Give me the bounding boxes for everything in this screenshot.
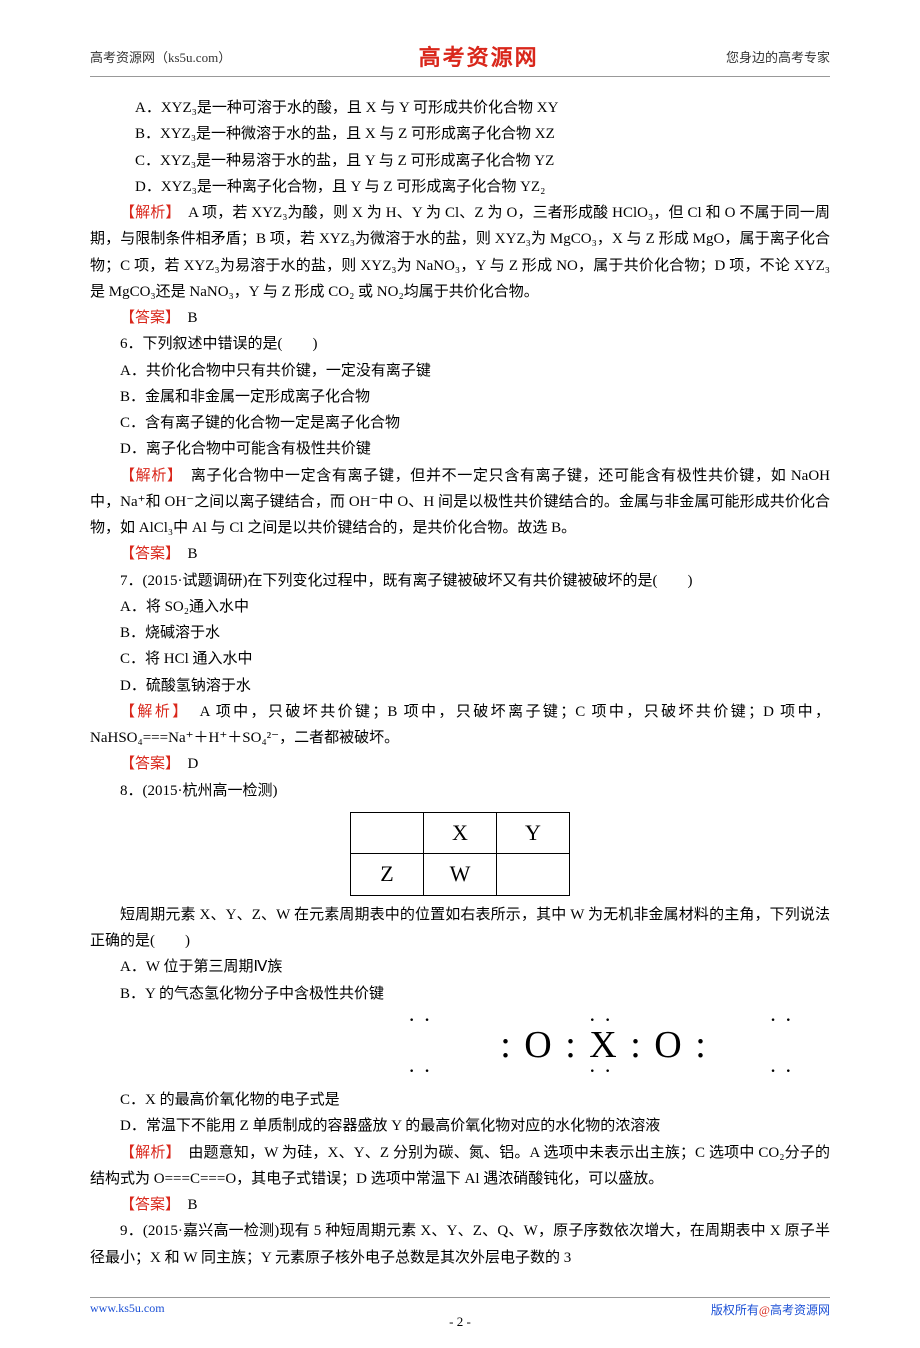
- header-right: 您身边的高考专家: [726, 47, 830, 66]
- q7-analysis: 【解析】 A 项中，只破坏共价键；B 项中，只破坏离子键；C 项中，只破坏共价键…: [90, 699, 830, 752]
- page-header: 高考资源网（ks5u.com） 高考资源网 您身边的高考专家: [90, 40, 830, 77]
- answer-label: 【答案】: [120, 756, 173, 772]
- q5-answer: 【答案】 B: [90, 305, 830, 331]
- answer-label: 【答案】: [120, 546, 173, 562]
- periodic-position-table: X Y Z W: [350, 812, 570, 896]
- q7-option-a: A．将 SO₂通入水中: [90, 594, 830, 620]
- q5-option-d: D．XYZ₃是一种离子化合物，且 Y 与 Z 可形成离子化合物 YZ₂: [90, 174, 830, 200]
- lewis-diagram: ·· ·· ·· : O : X : O : ·· ·· ··: [408, 1007, 800, 1079]
- cell-empty: [497, 854, 570, 896]
- q5-analysis-text: A 项，若 XYZ₃为酸，则 X 为 H、Y 为 Cl、Z 为 O，三者形成酸 …: [90, 205, 830, 300]
- q6-answer-text: B: [173, 546, 198, 562]
- header-left: 高考资源网（ks5u.com）: [90, 47, 231, 66]
- q7-answer-text: D: [173, 756, 199, 772]
- q7-option-d: D．硫酸氢钠溶于水: [90, 673, 830, 699]
- page-number: - 2 -: [449, 1314, 471, 1330]
- footer-right-pre: 版权所有: [711, 1303, 759, 1317]
- q5-option-a: A．XYZ₃是一种可溶于水的酸，且 X 与 Y 可形成共价化合物 XY: [90, 95, 830, 121]
- header-center-logo: 高考资源网: [419, 40, 539, 72]
- cell-z: Z: [351, 854, 424, 896]
- q6-stem: 6．下列叙述中错误的是( ): [90, 331, 830, 357]
- q6-answer: 【答案】 B: [90, 541, 830, 567]
- page: 高考资源网（ks5u.com） 高考资源网 您身边的高考专家 A．XYZ₃是一种…: [0, 0, 920, 1348]
- q8-stem: 8．(2015·杭州高一检测): [90, 778, 830, 804]
- q8-option-d: D．常温下不能用 Z 单质制成的容器盛放 Y 的最高价氧化物对应的水化物的浓溶液: [90, 1113, 830, 1139]
- q8-option-b: B．Y 的气态氢化物分子中含极性共价键: [90, 981, 830, 1007]
- q8-paragraph: 短周期元素 X、Y、Z、W 在元素周期表中的位置如右表所示，其中 W 为无机非金…: [90, 902, 830, 955]
- footer-copyright: 版权所有@高考资源网: [711, 1301, 830, 1318]
- answer-label: 【答案】: [120, 1197, 173, 1213]
- analysis-label: 【解析】: [120, 1145, 173, 1161]
- q7-option-b: B．烧碱溶于水: [90, 620, 830, 646]
- cell-x: X: [424, 812, 497, 854]
- footer-right-post: 高考资源网: [770, 1303, 830, 1317]
- q9-stem: 9．(2015·嘉兴高一检测)现有 5 种短周期元素 X、Y、Z、Q、W，原子序…: [90, 1218, 830, 1271]
- lewis-bottom-dots: ·· ·· ··: [408, 1064, 800, 1077]
- q8-answer-text: B: [173, 1197, 198, 1213]
- cell-empty: [351, 812, 424, 854]
- q7-stem: 7．(2015·试题调研)在下列变化过程中，既有离子键被破坏又有共价键被破坏的是…: [90, 568, 830, 594]
- q6-option-d: D．离子化合物中可能含有极性共价键: [90, 436, 830, 462]
- q5-answer-text: B: [173, 310, 198, 326]
- lewis-structure: ·· ·· ·· : O : X : O : ·· ·· ··: [90, 1007, 830, 1087]
- q7-option-c: C．将 HCl 通入水中: [90, 646, 830, 672]
- q8-option-c: C．X 的最高价氧化物的电子式是: [90, 1087, 830, 1113]
- q6-option-b: B．金属和非金属一定形成离子化合物: [90, 384, 830, 410]
- q5-analysis: 【解析】 A 项，若 XYZ₃为酸，则 X 为 H、Y 为 Cl、Z 为 O，三…: [90, 200, 830, 305]
- cell-w: W: [424, 854, 497, 896]
- q5-option-b: B．XYZ₃是一种微溶于水的盐，且 X 与 Z 可形成离子化合物 XZ: [90, 121, 830, 147]
- q8-analysis-text: 由题意知，W 为硅，X、Y、Z 分别为碳、氮、铝。A 选项中未表示出主族；C 选…: [90, 1145, 830, 1187]
- answer-label: 【答案】: [120, 310, 173, 326]
- analysis-label: 【解析】: [120, 704, 182, 720]
- q8-option-a: A．W 位于第三周期Ⅳ族: [90, 954, 830, 980]
- q5-option-c: C．XYZ₃是一种易溶于水的盐，且 Y 与 Z 可形成离子化合物 YZ: [90, 148, 830, 174]
- footer-url: www.ks5u.com: [90, 1301, 165, 1318]
- table-row: Z W: [351, 854, 570, 896]
- table-row: X Y: [351, 812, 570, 854]
- analysis-label: 【解析】: [120, 468, 175, 484]
- q8-analysis: 【解析】 由题意知，W 为硅，X、Y、Z 分别为碳、氮、铝。A 选项中未表示出主…: [90, 1140, 830, 1193]
- at-icon: @: [759, 1303, 770, 1317]
- cell-y: Y: [497, 812, 570, 854]
- content-body: A．XYZ₃是一种可溶于水的酸，且 X 与 Y 可形成共价化合物 XY B．XY…: [90, 95, 830, 1271]
- analysis-label: 【解析】: [120, 205, 173, 221]
- q6-analysis: 【解析】 离子化合物中一定含有离子键，但并不一定只含有离子键，还可能含有极性共价…: [90, 463, 830, 542]
- q6-option-a: A．共价化合物中只有共价键，一定没有离子键: [90, 358, 830, 384]
- q7-analysis-text: A 项中，只破坏共价键；B 项中，只破坏离子键；C 项中，只破坏共价键；D 项中…: [90, 704, 830, 746]
- q6-option-c: C．含有离子键的化合物一定是离子化合物: [90, 410, 830, 436]
- q7-answer: 【答案】 D: [90, 751, 830, 777]
- q6-analysis-text: 离子化合物中一定含有离子键，但并不一定只含有离子键，还可能含有极性共价键，如 N…: [90, 468, 830, 537]
- page-footer: www.ks5u.com 版权所有@高考资源网 - 2 -: [90, 1297, 830, 1318]
- q8-answer: 【答案】 B: [90, 1192, 830, 1218]
